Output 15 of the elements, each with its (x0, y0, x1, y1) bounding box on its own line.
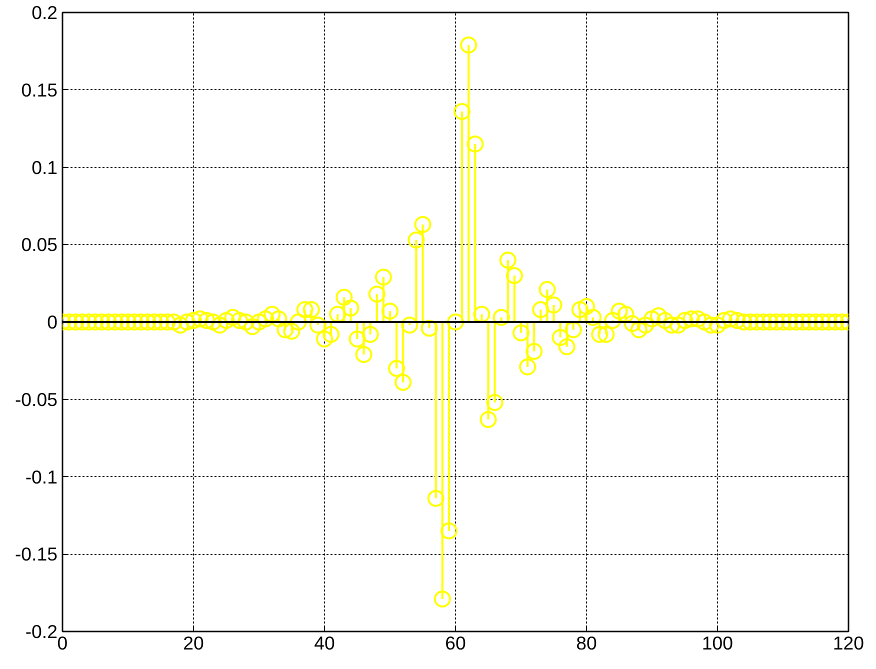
y-tick-label: 0.1 (32, 156, 58, 178)
x-tick-label: 120 (832, 632, 864, 654)
y-tick-label: 0 (47, 312, 58, 332)
x-tick-label: 60 (445, 632, 466, 654)
y-tick-label: 0.15 (21, 79, 58, 100)
y-tick-label: -0.15 (14, 544, 58, 565)
x-tick-label: 20 (183, 632, 204, 654)
y-tick-label: -0.2 (25, 621, 58, 642)
y-tick-label: 0.2 (32, 2, 58, 23)
x-tick-label: 80 (576, 632, 597, 654)
y-tick-label: -0.1 (25, 466, 58, 488)
y-tick-label: -0.05 (14, 388, 58, 410)
x-tick-label: 100 (702, 632, 734, 654)
x-tick-label: 40 (314, 632, 335, 654)
y-tick-label: 0.05 (21, 234, 58, 256)
